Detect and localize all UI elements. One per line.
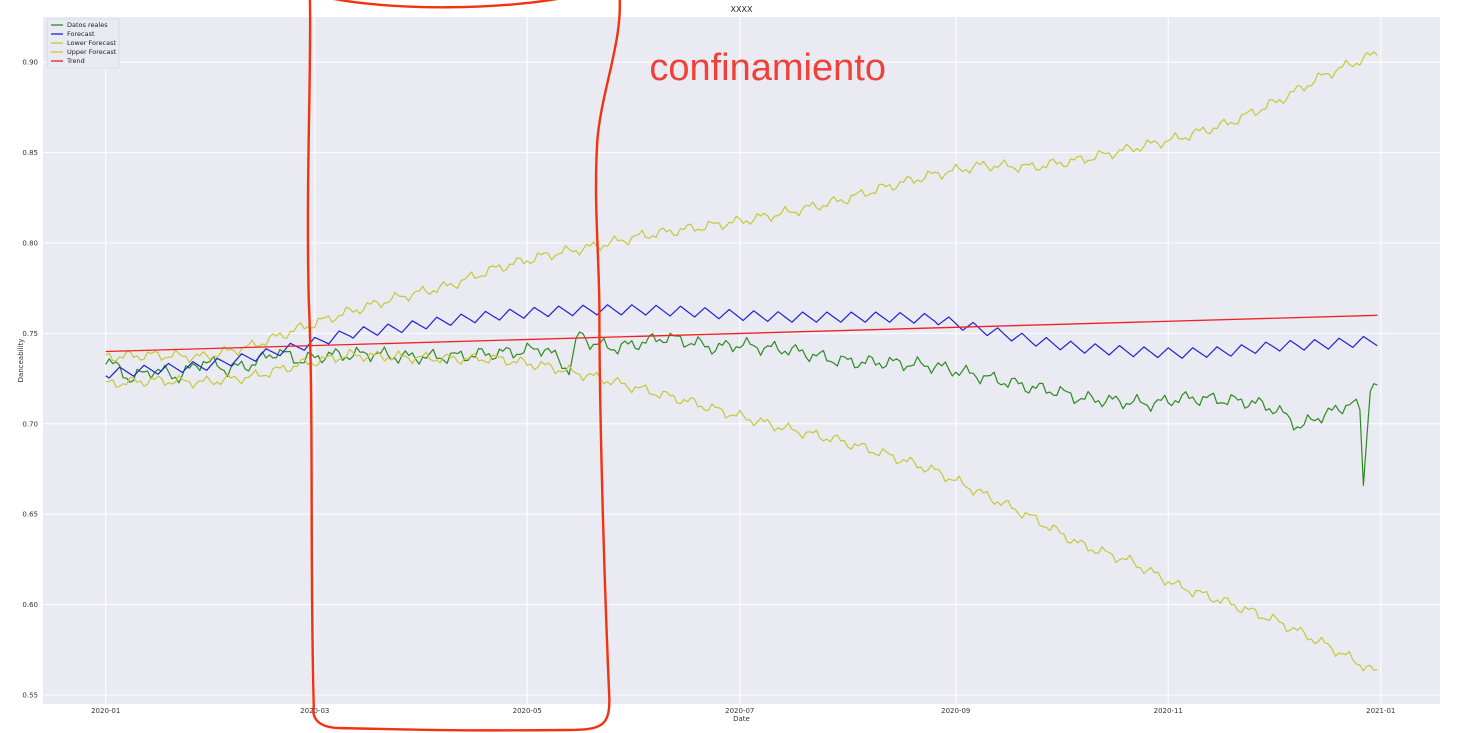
confinamiento-highlight bbox=[306, 0, 622, 732]
legend-box bbox=[46, 18, 120, 69]
series-line-datos-reales bbox=[105, 331, 1378, 486]
plot-background bbox=[43, 17, 1440, 704]
x-tick-label: 2020-07 bbox=[725, 707, 754, 715]
series-layer bbox=[105, 51, 1378, 672]
y-tick-label: 0.75 bbox=[22, 330, 38, 338]
chart-title: XXXX bbox=[731, 5, 753, 14]
x-axis-label: Date bbox=[733, 715, 750, 723]
annotation-text: confinamiento bbox=[649, 47, 886, 89]
y-tick-label: 0.70 bbox=[22, 420, 38, 428]
y-tick-label: 0.85 bbox=[22, 149, 38, 157]
x-tick-label: 2020-09 bbox=[941, 707, 970, 715]
series-line-lower-forecast bbox=[105, 348, 1378, 672]
legend-label: Forecast bbox=[67, 30, 95, 38]
legend-label: Lower Forecast bbox=[67, 39, 116, 47]
y-tick-label: 0.60 bbox=[22, 601, 38, 609]
y-tick-label: 0.55 bbox=[22, 691, 38, 699]
legend-label: Upper Forecast bbox=[67, 48, 117, 56]
y-tick-label: 0.90 bbox=[22, 59, 38, 67]
legend-label: Trend bbox=[66, 57, 85, 65]
series-line-forecast bbox=[105, 304, 1378, 379]
legend-label: Datos reales bbox=[67, 21, 108, 29]
x-tick-label: 2020-03 bbox=[300, 707, 329, 715]
x-tick-label: 2020-11 bbox=[1154, 707, 1183, 715]
annotation-layer: confinamiento bbox=[306, 0, 886, 732]
tick-labels: 0.55 0.60 0.65 0.70 0.75 0.80 0.85 0.90 2020-01 2… bbox=[22, 59, 1395, 715]
x-tick-label: 2020-05 bbox=[513, 707, 542, 715]
x-tick-label: 2021-01 bbox=[1366, 707, 1395, 715]
y-tick-label: 0.80 bbox=[22, 239, 38, 247]
y-tick-label: 0.65 bbox=[22, 511, 38, 519]
series-line-trend bbox=[105, 314, 1378, 353]
x-tick-label: 2020-01 bbox=[91, 707, 120, 715]
series-line-upper-forecast bbox=[105, 51, 1378, 363]
y-axis-label: Danceability bbox=[17, 339, 25, 383]
